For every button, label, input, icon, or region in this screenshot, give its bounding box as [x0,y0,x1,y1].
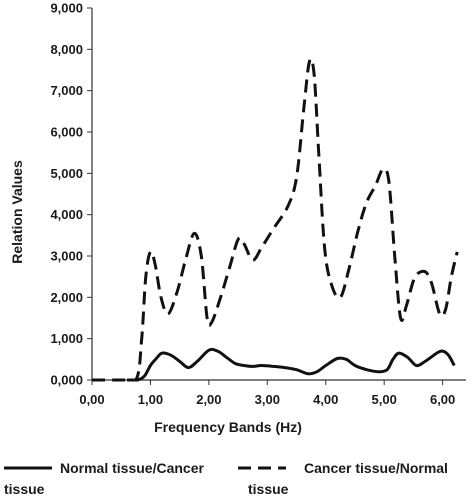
y-tick-label: 9,000 [50,1,83,16]
x-tick-label: 0,00 [79,392,104,407]
x-tick-label: 3,00 [255,392,280,407]
y-axis-title: Relation Values [9,160,25,264]
x-tick-label: 5,00 [372,392,397,407]
y-tick-label: 3,000 [50,249,83,264]
legend-label: tissue [248,481,289,497]
y-tick-label: 4,000 [50,207,83,222]
x-tick-label: 1,00 [138,392,163,407]
y-tick-label: 2,000 [50,290,83,305]
y-tick-label: 7,000 [50,83,83,98]
x-axis-title: Frequency Bands (Hz) [154,419,302,435]
y-tick-label: 8,000 [50,42,83,57]
y-tick-label: 1,000 [50,331,83,346]
y-tick-label: 5,000 [50,166,83,181]
x-tick-label: 4,00 [313,392,338,407]
y-axis-ticks: 0,000 1,000 2,000 3,000 4,000 5,000 6,000 7,000… [50,1,92,388]
y-tick-label: 6,000 [50,125,83,140]
series-line-cancer-over-normal [91,57,459,382]
series-line-normal-over-cancer [127,347,456,382]
y-tick-label: 0,000 [50,373,83,388]
legend-label: Normal tissue/Cancer [60,460,204,476]
legend: Normal tissue/Cancer tissue Cancer tissue/… [4,460,448,497]
x-tick-label: 2,00 [196,392,221,407]
x-tick-label: 6,00 [430,392,455,407]
legend-label: tissue [4,481,45,497]
legend-label: Cancer tissue/Normal [304,460,448,476]
series-layer [91,57,459,382]
x-axis-ticks: 0,00 1,00 2,00 3,00 4,00 5,00 6,00 [79,380,455,407]
